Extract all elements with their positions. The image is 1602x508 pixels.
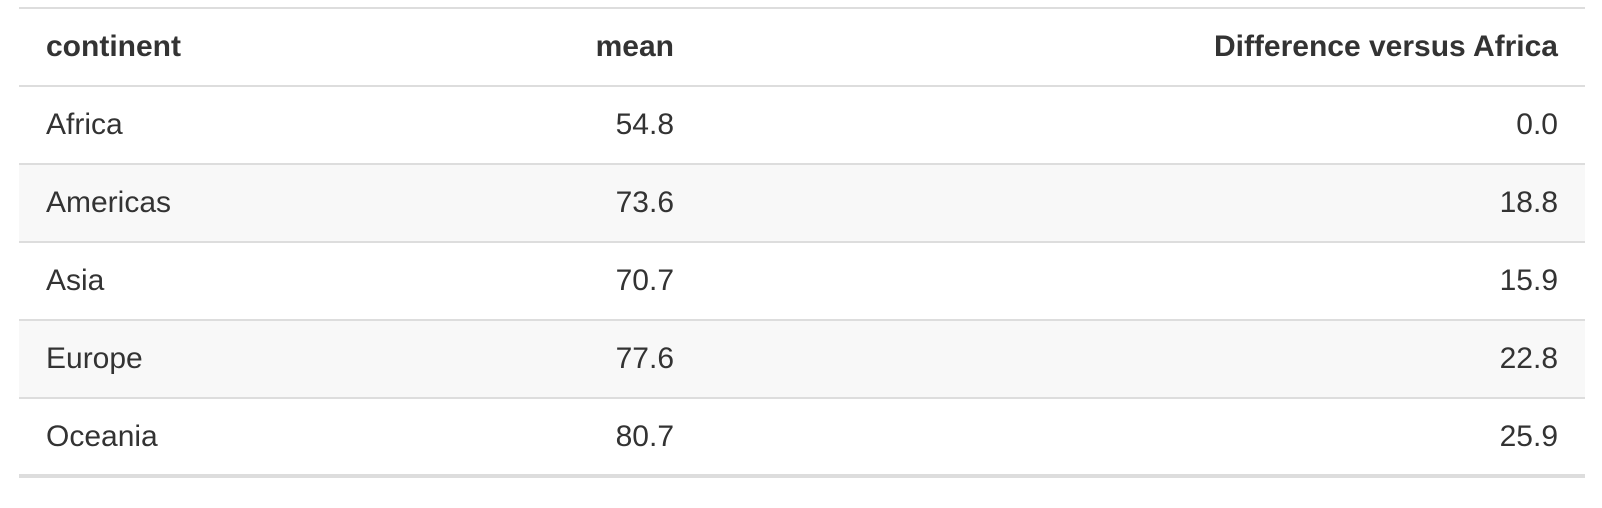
data-table-container: continent mean Difference versus Africa … <box>19 7 1585 478</box>
table-header: continent mean Difference versus Africa <box>19 8 1585 87</box>
cell-mean: 54.8 <box>615 108 674 141</box>
table-row: Americas 73.6 18.8 <box>19 163 1585 242</box>
cell-mean: 73.6 <box>301 163 701 242</box>
header-row: continent mean Difference versus Africa <box>19 8 1585 87</box>
table-row: Asia 70.7 15.9 <box>19 241 1585 320</box>
table-row: Oceania 80.7 25.9 <box>19 397 1585 476</box>
cell-continent: Europe <box>19 319 301 398</box>
cell-difference: 18.8 <box>701 163 1585 242</box>
column-header-difference: Difference versus Africa <box>701 8 1585 87</box>
cell-difference: 25.9 <box>701 397 1585 476</box>
cell-continent: Oceania <box>19 397 301 476</box>
data-table: continent mean Difference versus Africa … <box>19 7 1585 478</box>
table-row: Africa 54.8 0.0 <box>19 86 1585 164</box>
cell-mean: 77.6 <box>301 319 701 398</box>
cell-mean: 70.7 <box>301 241 701 320</box>
column-header-mean: mean <box>301 8 701 87</box>
cell-continent: Americas <box>19 163 301 242</box>
cell-mean: 80.7 <box>301 397 701 476</box>
cell-difference: 15.9 <box>701 241 1585 320</box>
column-header-continent: continent <box>19 8 301 87</box>
cell-continent: Asia <box>19 241 301 320</box>
cell-difference: 22.8 <box>701 319 1585 398</box>
table-body: Africa 54.8 0.0 Americas 73.6 18.8 Asia … <box>19 86 1585 476</box>
cell-difference: 0.0 <box>1516 108 1558 141</box>
table-row: Europe 77.6 22.8 <box>19 319 1585 398</box>
cell-continent: Africa <box>46 108 123 141</box>
